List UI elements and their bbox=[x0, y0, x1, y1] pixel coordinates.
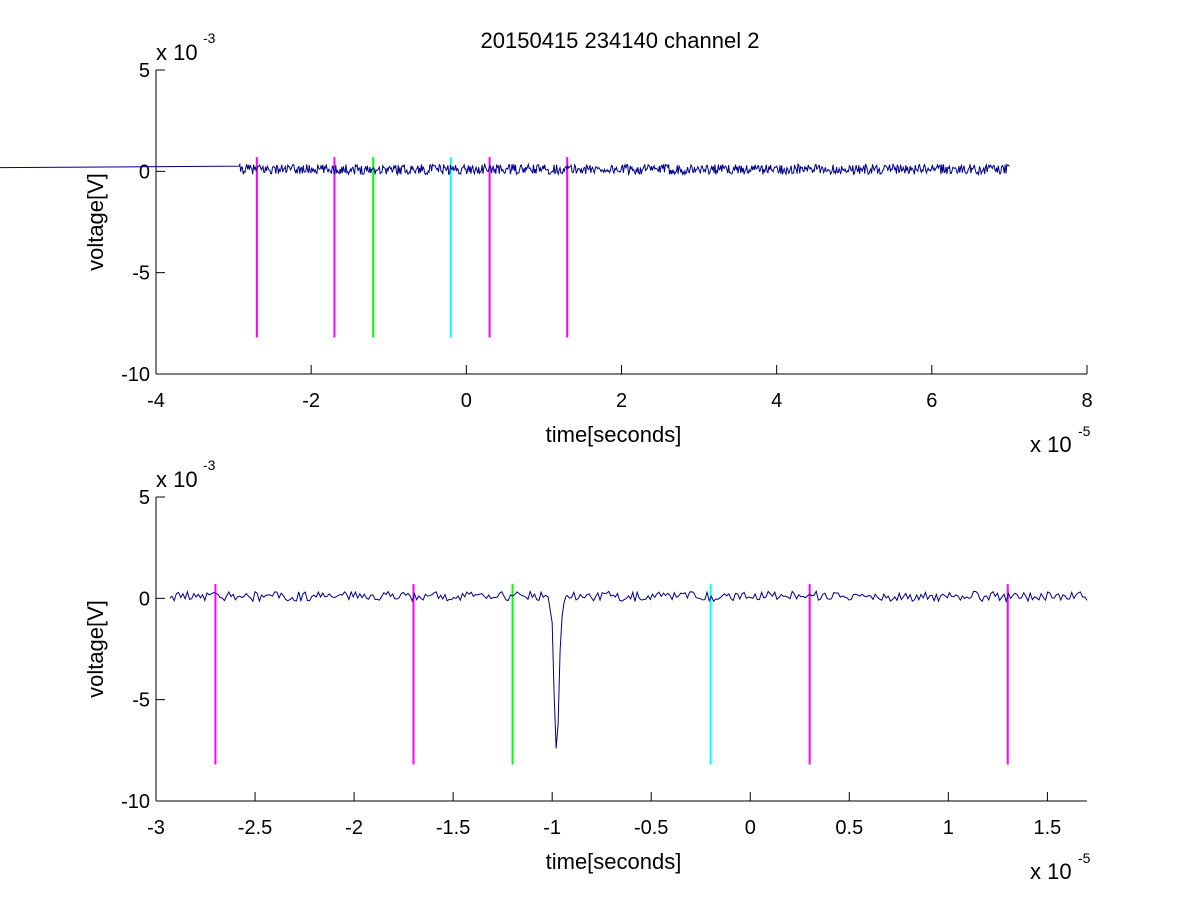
y-tick-label: 5 bbox=[139, 60, 150, 82]
x-exponent-label: x 10 bbox=[1030, 859, 1072, 884]
y-axis-label: voltage[V] bbox=[83, 600, 108, 698]
x-axis-label: time[seconds] bbox=[546, 422, 682, 447]
signal-trace bbox=[0, 162, 1010, 177]
y-exponent-power: -3 bbox=[203, 457, 216, 473]
y-exponent-label: x 10 bbox=[156, 467, 198, 492]
y-exponent-label: x 10 bbox=[156, 40, 198, 65]
axes-1: -4 -2 0 2 4 6 8 -10 -5 0 5 time[seconds] voltage[V] x… bbox=[0, 30, 1093, 457]
x-exponent-power: -5 bbox=[1078, 423, 1091, 439]
x-tick-label: -4 bbox=[147, 390, 165, 412]
y-tick-label: 0 bbox=[139, 588, 150, 610]
axes-2: -3 -2.5 -2 -1.5 -1 -0.5 0 0.5 1 1.5 -10 -5 0 5 time[se… bbox=[83, 457, 1091, 884]
x-tick-label: -2 bbox=[345, 817, 363, 839]
y-exponent-power: -3 bbox=[203, 30, 216, 46]
x-tick-label: 2 bbox=[616, 390, 627, 412]
x-axis-label: time[seconds] bbox=[546, 849, 682, 874]
x-tick-label: 1 bbox=[943, 817, 954, 839]
x-tick-label: 0 bbox=[461, 390, 472, 412]
x-exponent-power: -5 bbox=[1078, 850, 1091, 866]
x-tick-label: 6 bbox=[926, 390, 937, 412]
x-tick-label: 0.5 bbox=[835, 817, 863, 839]
y-axis-label: voltage[V] bbox=[83, 173, 108, 271]
y-tick-label: 5 bbox=[139, 487, 150, 509]
y-tick-label: -5 bbox=[132, 690, 150, 712]
x-tick-label: -3 bbox=[147, 817, 165, 839]
signal-trace bbox=[169, 589, 1088, 749]
y-tick-label: -10 bbox=[121, 791, 150, 813]
y-tick-label: 0 bbox=[139, 161, 150, 183]
x-tick-label: 1.5 bbox=[1033, 817, 1061, 839]
x-tick-label: -0.5 bbox=[634, 817, 668, 839]
x-tick-label: -2.5 bbox=[238, 817, 272, 839]
x-tick-label: 0 bbox=[745, 817, 756, 839]
x-tick-label: 8 bbox=[1081, 390, 1092, 412]
x-tick-label: -1.5 bbox=[436, 817, 470, 839]
x-tick-label: -2 bbox=[302, 390, 320, 412]
x-tick-label: 4 bbox=[771, 390, 782, 412]
x-exponent-label: x 10 bbox=[1030, 432, 1072, 457]
x-tick-label: -1 bbox=[543, 817, 561, 839]
y-tick-label: -5 bbox=[132, 263, 150, 285]
figure-title: 20150415 234140 channel 2 bbox=[481, 28, 760, 53]
y-tick-label: -10 bbox=[121, 364, 150, 386]
